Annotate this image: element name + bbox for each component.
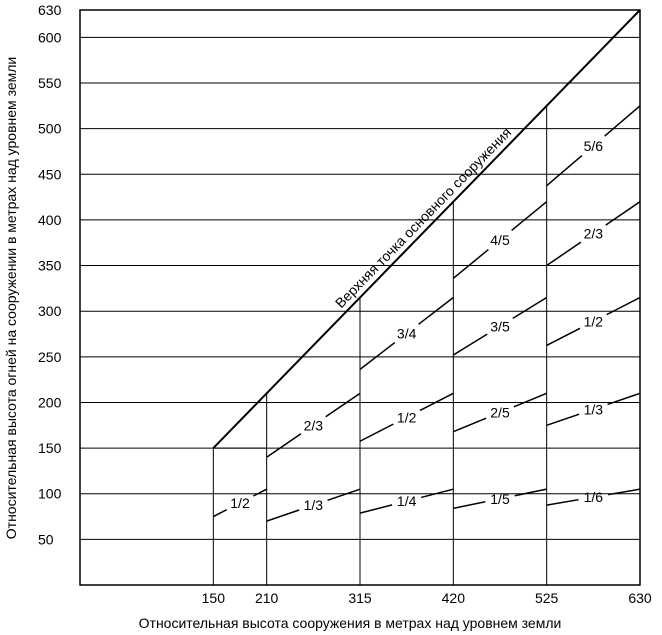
segment-line: [359, 504, 393, 514]
tick-labels: 50 100 150 200 250 300 350 400 450 500 550 600 630 15…: [38, 2, 652, 606]
y-tick-label: 150: [38, 440, 62, 456]
segment-line: [212, 509, 227, 518]
segment-line: [418, 296, 454, 325]
segment-label: 1/2: [397, 409, 417, 425]
segment-line: [606, 296, 641, 316]
segment-line: [512, 296, 548, 320]
x-tick-label: 210: [255, 590, 279, 606]
y-tick-label: 200: [38, 394, 62, 410]
segment-line: [253, 488, 268, 497]
vertical-division-lines: [212, 105, 548, 585]
y-tick-label: 350: [38, 258, 62, 274]
segment-label: 1/4: [397, 493, 417, 509]
segment-line: [452, 248, 489, 279]
segment-label: 1/6: [584, 489, 604, 505]
segment-label: 3/4: [397, 325, 417, 341]
top-line: [212, 9, 641, 449]
segment-line: [419, 392, 454, 412]
segment-label: 1/2: [230, 495, 250, 511]
y-tick-label: 550: [38, 75, 62, 91]
segment-labels: 1/2 1/3 2/3 1/4 1/2 3/4 1/5 2/5 3/5 4/5 1/6 1/3 1/2 2…: [230, 138, 603, 513]
segment-line: [604, 105, 641, 137]
y-tick-label: 400: [38, 212, 62, 228]
segment-line: [607, 488, 641, 496]
segment-line: [453, 501, 486, 510]
y-tick-label: 450: [38, 166, 62, 182]
segment-label: 1/2: [584, 313, 604, 329]
segment-label: 2/3: [304, 417, 324, 433]
segment-line: [605, 201, 641, 226]
x-tick-label: 150: [202, 590, 226, 606]
y-tick-label: 100: [38, 486, 62, 502]
segment-line: [421, 488, 454, 499]
y-tick-label: 50: [38, 531, 54, 547]
segment-line: [546, 413, 580, 426]
segment-line: [546, 154, 583, 187]
segment-line: [266, 433, 302, 458]
segment-label: 3/5: [490, 318, 510, 334]
x-tick-label: 315: [348, 590, 372, 606]
segment-line: [513, 392, 547, 408]
segment-line: [511, 201, 548, 232]
top-line-label: Верхняя точка основного сооружения: [332, 124, 515, 311]
segment-label: 2/5: [490, 405, 510, 421]
y-tick-label: 500: [38, 121, 62, 137]
y-axis-title: Относительная высота огней на сооружении…: [3, 57, 19, 539]
segment-line: [546, 498, 579, 506]
segment-line: [266, 509, 300, 522]
segment-line: [452, 333, 488, 356]
segment-line: [325, 392, 361, 418]
segment-label: 4/5: [490, 232, 510, 248]
y-tick-label: 250: [38, 349, 62, 365]
x-axis-title: Относительная высота сооружения в метрах…: [139, 615, 562, 631]
y-tick-label: 630: [38, 2, 62, 18]
segment-label: 1/5: [490, 491, 510, 507]
x-tick-label: 630: [628, 590, 652, 606]
segment-line: [514, 488, 547, 497]
segment-line: [453, 417, 487, 433]
segment-label: 1/3: [304, 497, 324, 513]
segment-line: [546, 241, 582, 267]
segment-line: [359, 341, 396, 370]
x-tick-label: 420: [442, 590, 466, 606]
segment-lines: [212, 9, 641, 522]
y-tick-label: 600: [38, 29, 62, 45]
segment-line: [546, 327, 581, 347]
segment-label: 2/3: [584, 226, 604, 242]
segment-line: [359, 423, 394, 442]
y-tick-label: 300: [38, 303, 62, 319]
segment-line: [327, 488, 361, 501]
x-tick-label: 525: [535, 590, 559, 606]
segment-label: 5/6: [584, 138, 604, 154]
segment-line: [607, 392, 641, 406]
segment-label: 1/3: [584, 401, 604, 417]
